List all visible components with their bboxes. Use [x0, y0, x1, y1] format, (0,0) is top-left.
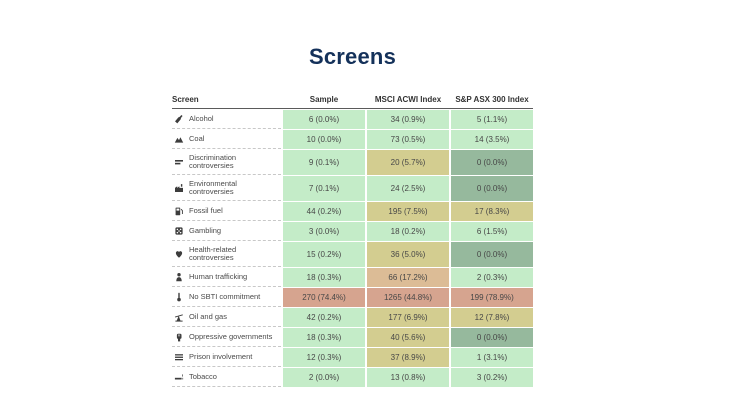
- value-cell: 177 (6.9%): [367, 308, 449, 327]
- screen-label-cell: Environmental controversies: [172, 176, 281, 201]
- value-cell: 0 (0.0%): [451, 176, 533, 201]
- screen-label: Human trafficking: [189, 271, 248, 281]
- value-cell: 37 (8.9%): [367, 348, 449, 367]
- wine-bottle-icon: [175, 114, 183, 124]
- screen-label-cell: Coal: [172, 130, 281, 149]
- value-cell: 2 (0.3%): [451, 268, 533, 287]
- screen-label-cell: Oil and gas: [172, 308, 281, 327]
- value-cell: 17 (8.3%): [451, 202, 533, 221]
- factory-icon: [175, 184, 183, 192]
- screen-label: Health-related controversies: [189, 244, 237, 262]
- screen-label: Prison involvement: [189, 351, 253, 361]
- value-cell: 1 (3.1%): [451, 348, 533, 367]
- screen-label: Coal: [189, 133, 205, 143]
- value-cell: 0 (0.0%): [451, 150, 533, 175]
- value-cell: 195 (7.5%): [367, 202, 449, 221]
- person-icon: [176, 273, 182, 282]
- value-cell: 12 (0.3%): [283, 348, 365, 367]
- value-cell: 44 (0.2%): [283, 202, 365, 221]
- screen-label-cell: Discrimination controversies: [172, 150, 281, 175]
- gas-pump-icon: [175, 207, 183, 216]
- table-body: Alcohol 6 (0.0%) 34 (0.9%) 5 (1.1%) Coal 10 (…: [172, 110, 533, 387]
- screen-label: Oppressive governments: [189, 331, 273, 341]
- table-row: Coal 10 (0.0%) 73 (0.5%) 14 (3.5%): [172, 130, 533, 149]
- screen-label: Oil and gas: [189, 311, 227, 321]
- screen-label: Gambling: [189, 225, 222, 235]
- page-title: Screens: [308, 44, 396, 69]
- screen-label: Fossil fuel: [189, 205, 223, 215]
- value-cell: 34 (0.9%): [367, 110, 449, 129]
- value-cell: 18 (0.3%): [283, 268, 365, 287]
- table-row: Discrimination controversies 9 (0.1%) 20 (…: [172, 150, 533, 175]
- value-cell: 42 (0.2%): [283, 308, 365, 327]
- value-cell: 36 (5.0%): [367, 242, 449, 267]
- screen-label-cell: Health-related controversies: [172, 242, 281, 267]
- screen-label-cell: Fossil fuel: [172, 202, 281, 221]
- unequal-bars-icon: [175, 160, 183, 165]
- dice-icon: [175, 227, 183, 235]
- table-row: Tobacco 2 (0.0%) 13 (0.8%) 3 (0.2%): [172, 368, 533, 387]
- screen-label: Alcohol: [189, 113, 214, 123]
- table-row: Oppressive governments 18 (0.3%) 40 (5.6%)…: [172, 328, 533, 347]
- coal-mound-icon: [174, 137, 184, 143]
- value-cell: 18 (0.2%): [367, 222, 449, 241]
- table-header-row: Screen Sample MSCI ACWI Index S&P ASX 30…: [172, 95, 533, 109]
- table-row: Prison involvement 12 (0.3%) 37 (8.9%) 1 (3…: [172, 348, 533, 367]
- value-cell: 12 (7.8%): [451, 308, 533, 327]
- value-cell: 9 (0.1%): [283, 150, 365, 175]
- screen-label-cell: Gambling: [172, 222, 281, 241]
- value-cell: 7 (0.1%): [283, 176, 365, 201]
- screens-table: Screen Sample MSCI ACWI Index S&P ASX 30…: [172, 95, 533, 387]
- screen-label-cell: No SBTI commitment: [172, 288, 281, 307]
- column-header-screen: Screen: [172, 95, 199, 104]
- column-header-sp-asx-300: S&P ASX 300 Index: [455, 95, 529, 104]
- value-cell: 0 (0.0%): [451, 328, 533, 347]
- thermometer-icon: [177, 292, 181, 302]
- value-cell: 10 (0.0%): [283, 130, 365, 149]
- table-row: Oil and gas 42 (0.2%) 177 (6.9%) 12 (7.8%): [172, 308, 533, 327]
- value-cell: 3 (0.0%): [283, 222, 365, 241]
- value-cell: 3 (0.2%): [451, 368, 533, 387]
- screen-label: Discrimination controversies: [189, 152, 237, 170]
- value-cell: 6 (0.0%): [283, 110, 365, 129]
- value-cell: 18 (0.3%): [283, 328, 365, 347]
- raised-fist-icon: [176, 333, 182, 342]
- table-row: Human trafficking 18 (0.3%) 66 (17.2%) 2 (0…: [172, 268, 533, 287]
- value-cell: 24 (2.5%): [367, 176, 449, 201]
- table-row: Environmental controversies 7 (0.1%) 24 (2…: [172, 176, 533, 201]
- screen-label: No SBTI commitment: [189, 291, 261, 301]
- value-cell: 73 (0.5%): [367, 130, 449, 149]
- value-cell: 14 (3.5%): [451, 130, 533, 149]
- screen-label-cell: Alcohol: [172, 110, 281, 129]
- screen-label: Environmental controversies: [189, 178, 237, 196]
- value-cell: 66 (17.2%): [367, 268, 449, 287]
- value-cell: 2 (0.0%): [283, 368, 365, 387]
- value-cell: 40 (5.6%): [367, 328, 449, 347]
- value-cell: 6 (1.5%): [451, 222, 533, 241]
- value-cell: 0 (0.0%): [451, 242, 533, 267]
- value-cell: 199 (78.9%): [451, 288, 533, 307]
- heart-icon: [175, 251, 183, 258]
- prison-bars-icon: [175, 354, 183, 361]
- screen-label: Tobacco: [189, 371, 217, 381]
- oil-pumpjack-icon: [174, 314, 183, 322]
- value-cell: 270 (74.4%): [283, 288, 365, 307]
- table-row: Alcohol 6 (0.0%) 34 (0.9%) 5 (1.1%): [172, 110, 533, 129]
- screen-label-cell: Human trafficking: [172, 268, 281, 287]
- screen-label-cell: Oppressive governments: [172, 328, 281, 347]
- value-cell: 15 (0.2%): [283, 242, 365, 267]
- column-header-sample: Sample: [309, 95, 339, 104]
- screen-label-cell: Prison involvement: [172, 348, 281, 367]
- screen-label-cell: Tobacco: [172, 368, 281, 387]
- table-row: Health-related controversies 15 (0.2%) 36 …: [172, 242, 533, 267]
- table-row: Fossil fuel 44 (0.2%) 195 (7.5%) 17 (8.3%): [172, 202, 533, 221]
- value-cell: 1265 (44.8%): [367, 288, 449, 307]
- value-cell: 20 (5.7%): [367, 150, 449, 175]
- cigarette-icon: [174, 374, 184, 380]
- column-header-msci-acwi: MSCI ACWI Index: [374, 95, 442, 104]
- value-cell: 5 (1.1%): [451, 110, 533, 129]
- table-row: Gambling 3 (0.0%) 18 (0.2%) 6 (1.5%): [172, 222, 533, 241]
- value-cell: 13 (0.8%): [367, 368, 449, 387]
- table-row: No SBTI commitment 270 (74.4%) 1265 (44.8%…: [172, 288, 533, 307]
